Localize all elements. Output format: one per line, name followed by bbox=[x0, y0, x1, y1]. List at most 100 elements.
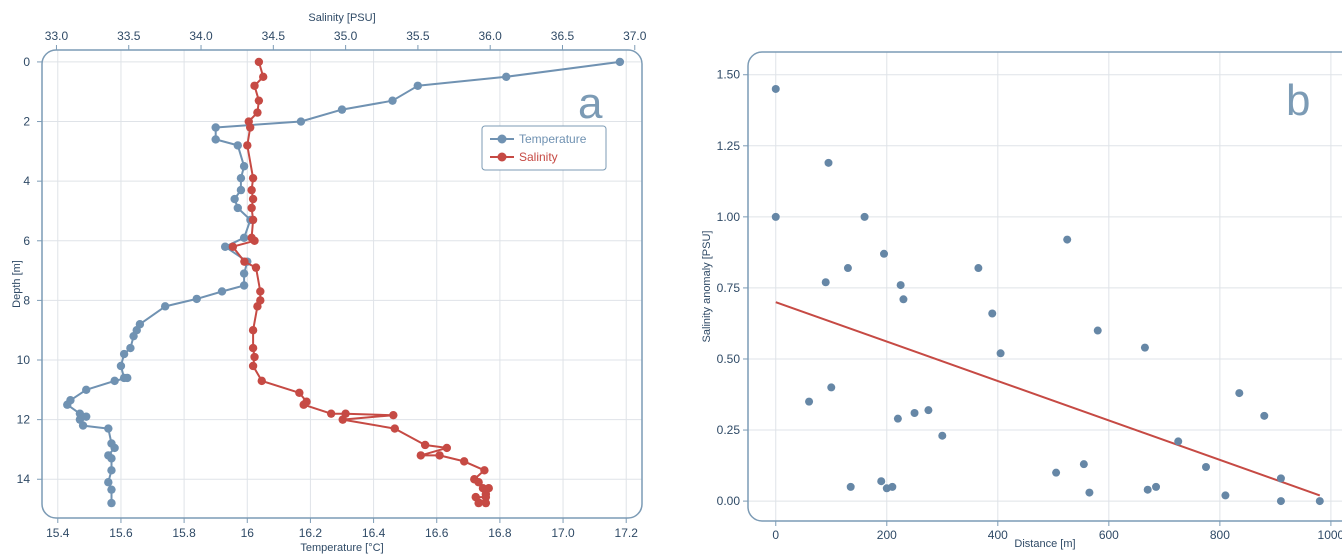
salinity-point bbox=[256, 287, 265, 296]
data-point bbox=[1315, 497, 1324, 506]
data-point bbox=[1276, 497, 1285, 506]
tick-label-x: 600 bbox=[1099, 528, 1119, 542]
data-point bbox=[1174, 437, 1183, 446]
temperature-point bbox=[107, 498, 116, 508]
panel-a-y-ticks: 0 2 4 6 8 10 12 14 bbox=[17, 55, 42, 486]
tick-label-x: 800 bbox=[1210, 528, 1230, 542]
salinity-point bbox=[326, 409, 336, 418]
salinity-point bbox=[299, 400, 308, 409]
temperature-point bbox=[119, 349, 129, 359]
tick-label-y: 4 bbox=[23, 174, 30, 188]
temperature-point bbox=[82, 412, 91, 421]
temperature-point bbox=[116, 361, 126, 371]
panel-a-grid bbox=[42, 50, 642, 518]
temperature-point bbox=[233, 203, 242, 213]
salinity-point bbox=[474, 498, 483, 508]
temperature-point bbox=[337, 105, 347, 114]
panel-b: 0 200 400 600 800 1000 0.00 0.25 0.50 0.75 1.00 1.… bbox=[701, 51, 1342, 550]
data-point bbox=[1093, 326, 1102, 335]
temperature-point bbox=[217, 287, 227, 296]
tick-label-x: 15.6 bbox=[109, 526, 133, 540]
tick-label-y: 0 bbox=[23, 55, 30, 69]
salinity-point bbox=[248, 326, 258, 335]
panel-a-legend: Temperature Salinity bbox=[481, 125, 607, 171]
tick-label-x: 17.2 bbox=[615, 526, 639, 540]
salinity-point bbox=[254, 96, 264, 105]
panel-b-x-axis-title: Distance [m] bbox=[1014, 538, 1075, 550]
data-point bbox=[843, 264, 852, 273]
tick-label-x: 16.4 bbox=[362, 526, 386, 540]
tick-label-x: 1000 bbox=[1318, 528, 1342, 542]
tick-label-top: 34.5 bbox=[262, 29, 286, 43]
tick-label-y: 0.00 bbox=[717, 494, 741, 508]
salinity-point bbox=[247, 185, 256, 195]
temperature-point bbox=[239, 162, 249, 171]
tick-label-y: 10 bbox=[17, 353, 31, 367]
salinity-point bbox=[243, 141, 252, 150]
temperature-point bbox=[615, 57, 625, 67]
temperature-point bbox=[388, 96, 397, 105]
panel-b-trend bbox=[775, 301, 1321, 497]
temperature-point bbox=[220, 242, 230, 251]
panel-a-y-axis-title: Depth [m] bbox=[11, 260, 23, 308]
tick-label-x: 16.6 bbox=[425, 526, 449, 540]
data-point bbox=[1063, 235, 1072, 244]
panel-a-frame bbox=[41, 49, 643, 519]
tick-label-x: 16 bbox=[241, 526, 255, 540]
salinity-point bbox=[248, 361, 258, 371]
salinity-point bbox=[259, 72, 268, 82]
panel-a-letter: a bbox=[578, 79, 603, 128]
salinity-point bbox=[248, 343, 258, 353]
panel-b-x-ticks: 0 200 400 600 800 1000 bbox=[772, 521, 1342, 542]
data-point bbox=[899, 295, 908, 304]
data-point bbox=[821, 278, 830, 287]
salinity-point bbox=[248, 173, 258, 183]
temperature-point bbox=[110, 443, 119, 453]
data-point bbox=[1260, 411, 1269, 420]
temperature-point bbox=[239, 233, 249, 242]
temperature-point bbox=[413, 81, 422, 90]
tick-label-y: 8 bbox=[23, 293, 30, 307]
tick-label-x: 15.8 bbox=[172, 526, 196, 540]
salinity-point bbox=[240, 257, 249, 266]
data-point bbox=[1140, 343, 1149, 352]
salinity-point bbox=[389, 410, 398, 420]
salinity-point bbox=[442, 443, 452, 453]
tick-label-x: 0 bbox=[772, 528, 779, 542]
tick-label-top: 33.0 bbox=[45, 29, 69, 43]
data-point bbox=[888, 482, 897, 491]
salinity-point bbox=[338, 415, 347, 424]
temperature-point bbox=[110, 376, 119, 386]
panel-b-y-axis-title: Salinity anomaly [PSU] bbox=[701, 231, 713, 343]
data-point bbox=[805, 397, 814, 406]
data-point bbox=[1152, 482, 1161, 491]
temperature-point bbox=[160, 302, 170, 311]
salinity-line bbox=[231, 61, 490, 505]
salinity-point bbox=[250, 81, 259, 90]
tick-label-y: 14 bbox=[17, 472, 31, 486]
temperature-point bbox=[129, 331, 138, 341]
tick-label-x: 400 bbox=[988, 528, 1008, 542]
salinity-point bbox=[248, 194, 258, 204]
panel-b-frame bbox=[747, 51, 1342, 522]
data-point bbox=[1201, 462, 1210, 471]
legend-box bbox=[481, 125, 607, 171]
panel-b-y-ticks: 0.00 0.25 0.50 0.75 1.00 1.25 1.50 bbox=[717, 68, 748, 508]
data-point bbox=[893, 414, 902, 423]
salinity-point bbox=[481, 492, 491, 502]
data-point bbox=[974, 264, 983, 273]
temperature-point bbox=[104, 424, 113, 433]
data-point bbox=[896, 281, 905, 290]
temperature-point bbox=[78, 421, 88, 430]
temperature-point bbox=[107, 466, 116, 475]
salinity-point bbox=[253, 302, 262, 311]
salinity-point bbox=[254, 57, 264, 67]
salinity-point bbox=[251, 263, 261, 272]
salinity-point bbox=[480, 466, 489, 475]
data-point bbox=[1052, 468, 1061, 477]
temperature-point bbox=[104, 478, 113, 487]
panel-a-top-axis-title: Salinity [PSU] bbox=[308, 12, 375, 24]
trend-line bbox=[775, 301, 1321, 497]
panel-a-x-axis-title: Temperature [°C] bbox=[300, 542, 383, 554]
